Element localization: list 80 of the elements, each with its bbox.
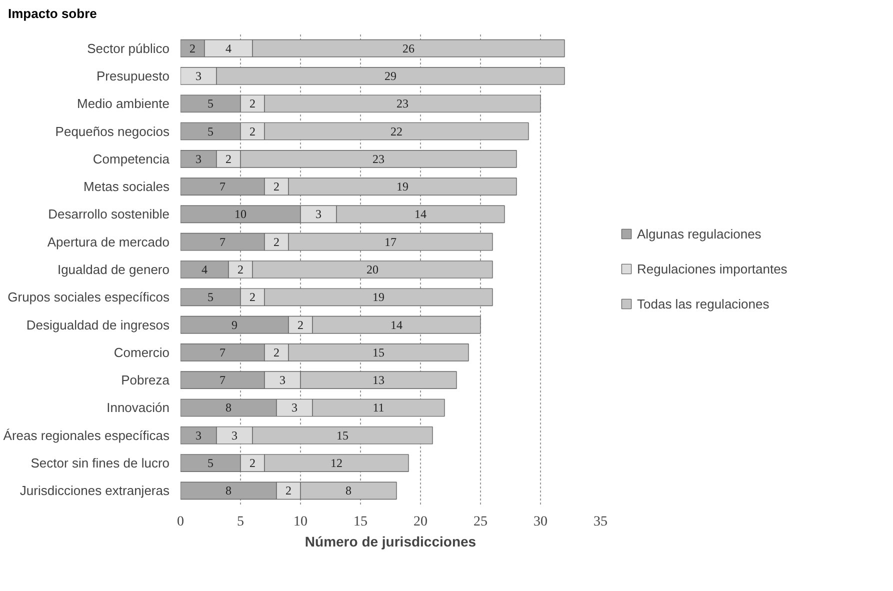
y-tick-label: Presupuesto — [96, 68, 170, 84]
data-label: 17 — [384, 234, 396, 248]
data-label: 8 — [226, 400, 232, 414]
data-label: 19 — [396, 179, 408, 194]
data-label: 2 — [250, 96, 256, 110]
data-label: 10 — [234, 206, 246, 221]
data-label: 2 — [250, 290, 256, 304]
data-label: 3 — [196, 151, 202, 166]
data-label: 12 — [330, 456, 342, 470]
data-label: 26 — [402, 40, 414, 55]
x-tick-label: 5 — [237, 514, 244, 530]
data-label: 29 — [384, 68, 396, 83]
y-tick-label: Áreas regionales específicas — [3, 427, 170, 442]
y-tick-label: Medio ambiente — [77, 96, 170, 111]
data-label: 7 — [220, 234, 226, 248]
y-tick-label: Desarrollo sostenible — [48, 206, 170, 222]
y-tick-label: Innovación — [106, 400, 170, 415]
data-label: 3 — [316, 206, 322, 221]
x-tick-label: 25 — [474, 514, 488, 530]
data-label: 3 — [292, 400, 298, 414]
data-label: 2 — [286, 483, 292, 498]
y-tick-label: Grupos sociales específicos — [8, 289, 170, 304]
data-label: 20 — [366, 262, 378, 276]
data-label: 7 — [220, 372, 226, 387]
x-tick-label: 0 — [177, 514, 184, 530]
data-label: 5 — [208, 124, 214, 138]
x-tick-label: 35 — [594, 514, 608, 530]
data-label: 2 — [250, 124, 256, 138]
data-label: 2 — [298, 317, 304, 332]
data-label: 11 — [372, 400, 384, 414]
x-tick-label: 20 — [414, 514, 428, 530]
data-label: 22 — [390, 124, 402, 138]
y-tick-label: Desigualdad de ingresos — [26, 316, 170, 332]
data-label: 4 — [226, 40, 232, 55]
y-tick-label: Sector público — [87, 40, 170, 56]
y-tick-label: Sector sin fines de lucro — [30, 455, 170, 470]
x-tick-label: 10 — [294, 514, 308, 530]
data-label: 2 — [190, 40, 196, 55]
data-label: 2 — [274, 234, 280, 248]
data-label: 23 — [396, 96, 408, 110]
y-tick-label: Apertura de mercado — [47, 234, 170, 249]
legend-label: Regulaciones importantes — [637, 261, 788, 276]
data-label: 23 — [372, 151, 384, 166]
legend-label: Todas las regulaciones — [637, 296, 770, 312]
y-tick-label: Pobreza — [121, 372, 170, 388]
y-tick-label: Pequeños negocios — [55, 123, 170, 138]
data-label: 7 — [220, 345, 226, 360]
legend-label: Algunas regulaciones — [637, 226, 762, 242]
data-label: 2 — [226, 151, 232, 166]
data-label: 14 — [390, 317, 402, 332]
data-label: 2 — [274, 345, 280, 360]
y-tick-label: Comercio — [114, 344, 170, 360]
data-label: 8 — [346, 483, 352, 498]
data-label: 7 — [220, 179, 226, 194]
data-label: 4 — [202, 262, 208, 276]
data-label: 2 — [274, 179, 280, 194]
data-label: 15 — [336, 428, 348, 442]
data-label: 8 — [226, 483, 232, 498]
data-label: 13 — [372, 372, 384, 387]
data-label: 19 — [372, 290, 384, 304]
x-tick-label: 30 — [534, 514, 548, 530]
data-label: 5 — [208, 456, 214, 470]
data-label: 5 — [208, 290, 214, 304]
y-tick-label: Competencia — [92, 150, 170, 166]
data-label: 3 — [280, 372, 286, 387]
y-tick-label: Metas sociales — [84, 178, 170, 194]
data-label: 2 — [250, 456, 256, 470]
data-label: 3 — [196, 68, 202, 83]
data-label: 3 — [232, 428, 238, 442]
data-label: 14 — [414, 206, 426, 221]
x-axis-title: Número de jurisdicciones — [304, 533, 476, 550]
data-label: 5 — [208, 96, 214, 110]
x-tick-label: 15 — [354, 514, 368, 530]
y-tick-label: Igualdad de genero — [57, 262, 170, 277]
y-axis-title: Impacto sobre — [8, 5, 97, 23]
y-tick-label: Jurisdicciones extranjeras — [20, 482, 170, 498]
data-label: 9 — [232, 317, 238, 332]
data-label: 2 — [238, 262, 244, 276]
data-label: 15 — [372, 345, 384, 360]
data-label: 3 — [196, 428, 202, 442]
